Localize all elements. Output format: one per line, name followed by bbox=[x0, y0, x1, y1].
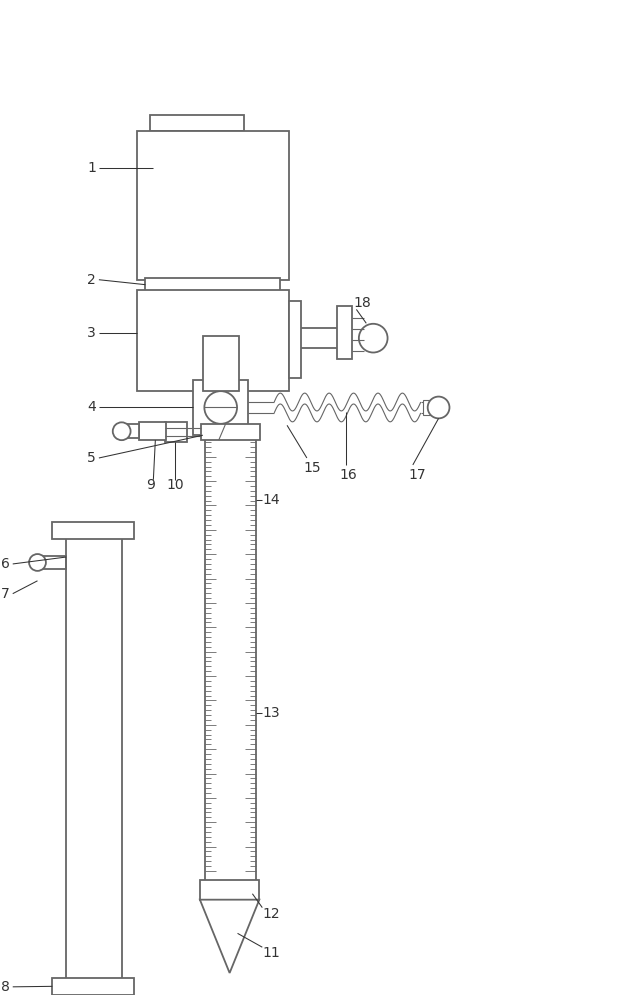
Bar bbox=[201, 424, 260, 440]
Bar bbox=[137, 290, 289, 391]
Text: 16: 16 bbox=[340, 468, 358, 482]
Bar bbox=[205, 433, 256, 881]
Text: 2: 2 bbox=[87, 273, 96, 287]
Circle shape bbox=[359, 324, 388, 353]
Text: 14: 14 bbox=[263, 493, 280, 507]
Circle shape bbox=[428, 397, 449, 418]
Text: 11: 11 bbox=[263, 946, 280, 960]
Bar bbox=[146, 278, 280, 292]
Text: 7: 7 bbox=[1, 587, 10, 601]
Bar bbox=[126, 424, 139, 438]
Bar bbox=[150, 115, 244, 131]
Circle shape bbox=[29, 554, 46, 571]
Circle shape bbox=[113, 422, 130, 440]
Text: 9: 9 bbox=[146, 478, 155, 492]
Bar bbox=[200, 880, 259, 900]
Text: 1: 1 bbox=[87, 161, 96, 175]
Bar bbox=[193, 380, 248, 435]
Bar bbox=[42, 556, 66, 569]
Text: 12: 12 bbox=[263, 907, 280, 921]
Bar bbox=[53, 978, 134, 995]
Bar bbox=[53, 522, 134, 539]
Bar bbox=[422, 400, 431, 415]
Bar bbox=[203, 336, 239, 391]
Polygon shape bbox=[200, 900, 259, 973]
Bar bbox=[165, 422, 187, 442]
Text: 10: 10 bbox=[166, 478, 184, 492]
Text: 13: 13 bbox=[263, 706, 280, 720]
Bar bbox=[137, 131, 289, 280]
Text: 4: 4 bbox=[87, 400, 96, 414]
Text: 17: 17 bbox=[409, 468, 426, 482]
Bar bbox=[336, 306, 352, 359]
Text: 8: 8 bbox=[1, 980, 10, 994]
Circle shape bbox=[204, 391, 237, 424]
Text: 5: 5 bbox=[87, 451, 96, 465]
Text: 18: 18 bbox=[353, 296, 371, 310]
Bar bbox=[139, 422, 166, 440]
Text: 15: 15 bbox=[304, 461, 322, 475]
Bar bbox=[289, 301, 301, 378]
Text: 6: 6 bbox=[1, 557, 10, 571]
Text: 3: 3 bbox=[87, 326, 96, 340]
